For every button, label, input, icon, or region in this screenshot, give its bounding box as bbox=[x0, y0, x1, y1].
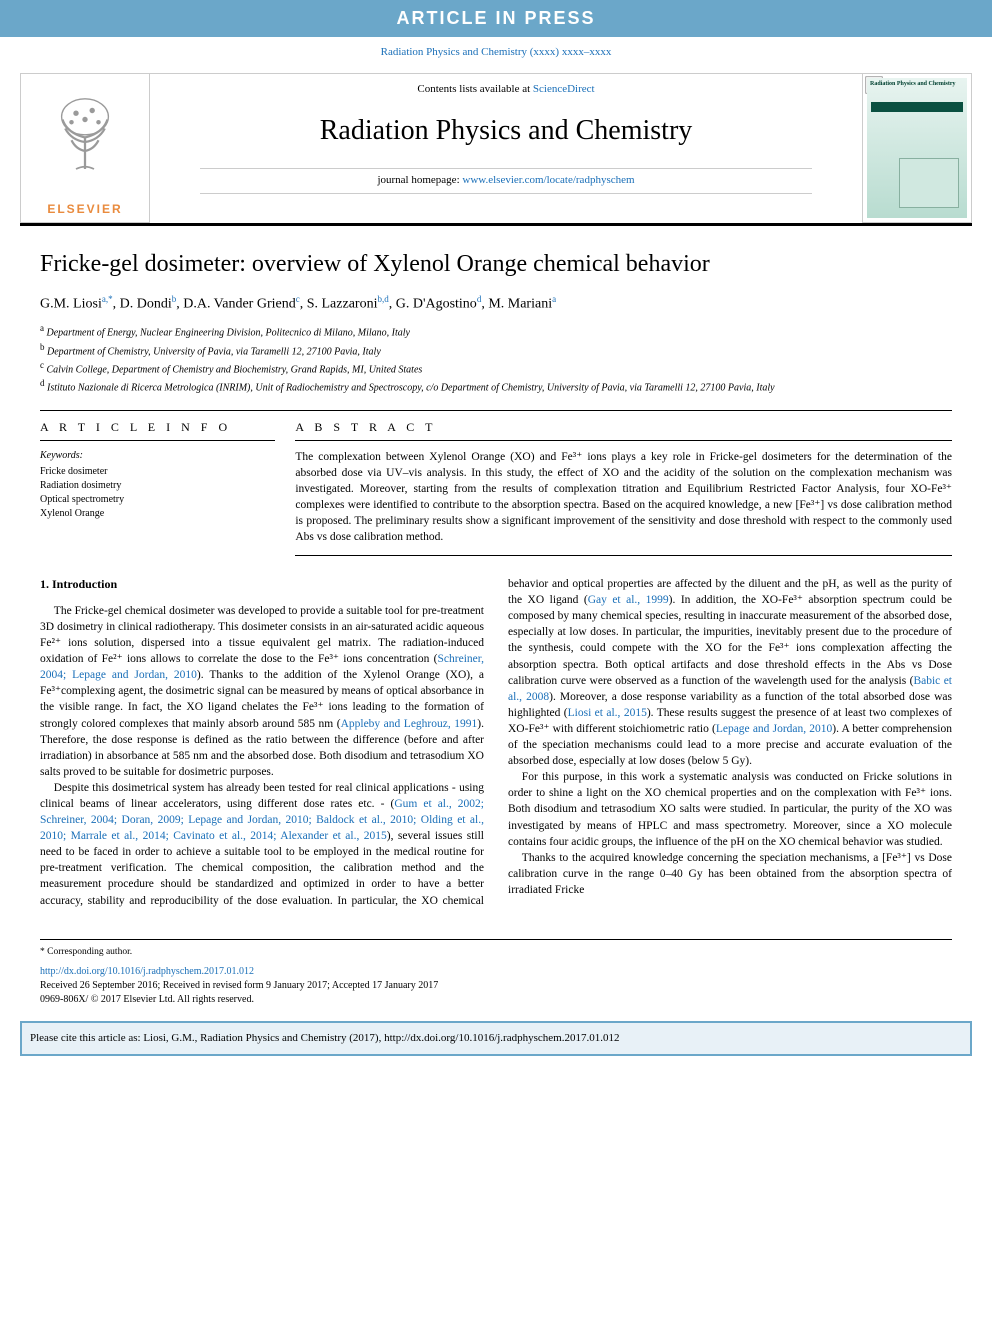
section-1-heading: 1. Introduction bbox=[40, 576, 484, 593]
affiliation-marker: a bbox=[40, 323, 44, 333]
author-affiliation-marker: a bbox=[552, 294, 556, 304]
elsevier-tree-icon bbox=[30, 78, 140, 188]
affiliation-marker: b bbox=[40, 342, 45, 352]
cite-this-article-box: Please cite this article as: Liosi, G.M.… bbox=[20, 1021, 972, 1056]
affiliation-marker: c bbox=[40, 360, 44, 370]
journal-ref-link[interactable]: Radiation Physics and Chemistry (xxxx) x… bbox=[381, 46, 612, 58]
section-1-para-1: The Fricke-gel chemical dosimeter was de… bbox=[40, 603, 484, 780]
homepage-prefix: journal homepage: bbox=[377, 174, 462, 186]
author-name: S. Lazzaroni bbox=[307, 297, 378, 312]
affiliation-marker: d bbox=[40, 378, 45, 388]
author-list: G.M. Liosia,*, D. Dondib, D.A. Vander Gr… bbox=[40, 293, 952, 314]
affiliations: a Department of Energy, Nuclear Engineer… bbox=[40, 322, 952, 395]
ref-appleby[interactable]: Appleby and Leghrouz, 1991 bbox=[341, 718, 478, 730]
author-name: D.A. Vander Griend bbox=[183, 297, 296, 312]
cover-thumb-title: Radiation Physics and Chemistry bbox=[867, 78, 967, 90]
journal-reference: Radiation Physics and Chemistry (xxxx) x… bbox=[0, 45, 992, 60]
keywords-list: Fricke dosimeterRadiation dosimetryOptic… bbox=[40, 465, 275, 521]
author-name: G.M. Liosi bbox=[40, 297, 102, 312]
author-affiliation-marker: d bbox=[477, 294, 482, 304]
keyword: Fricke dosimeter bbox=[40, 465, 275, 479]
cover-thumb-panel bbox=[899, 158, 959, 208]
p2-text-c: ). In addition, the XO-Fe³⁺ absorption s… bbox=[508, 594, 952, 686]
author-affiliation-marker: c bbox=[296, 294, 300, 304]
ref-lepage-2[interactable]: Lepage and Jordan, 2010 bbox=[716, 723, 832, 735]
author-name: G. D'Agostino bbox=[396, 297, 477, 312]
abstract-column: A B S T R A C T The complexation between… bbox=[295, 411, 952, 556]
masthead-center: Contents lists available at ScienceDirec… bbox=[150, 73, 862, 223]
author-name: D. Dondi bbox=[120, 297, 172, 312]
article-in-press-banner: ARTICLE IN PRESS bbox=[0, 0, 992, 37]
journal-cover-thumb: Radiation Physics and Chemistry bbox=[862, 73, 972, 223]
footer-block: * Corresponding author. http://dx.doi.or… bbox=[40, 939, 952, 1007]
author-affiliation-marker: a,* bbox=[102, 294, 113, 304]
article-info-column: A R T I C L E I N F O Keywords: Fricke d… bbox=[40, 411, 295, 556]
abstract-text: The complexation between Xylenol Orange … bbox=[295, 449, 952, 557]
affiliation-line: c Calvin College, Department of Chemistr… bbox=[40, 359, 952, 377]
section-1-para-3: For this purpose, in this work a systema… bbox=[508, 769, 952, 849]
contents-prefix: Contents lists available at bbox=[417, 83, 532, 95]
publisher-logo-box: ELSEVIER bbox=[20, 73, 150, 223]
ref-gay[interactable]: Gay et al., 1999 bbox=[588, 594, 669, 606]
author-name: M. Mariani bbox=[488, 297, 552, 312]
keyword: Optical spectrometry bbox=[40, 493, 275, 507]
keyword: Xylenol Orange bbox=[40, 507, 275, 521]
corresponding-author-note: * Corresponding author. bbox=[40, 946, 952, 959]
sciencedirect-link[interactable]: ScienceDirect bbox=[533, 83, 595, 95]
journal-homepage-line: journal homepage: www.elsevier.com/locat… bbox=[200, 168, 812, 193]
doi-link[interactable]: http://dx.doi.org/10.1016/j.radphyschem.… bbox=[40, 966, 254, 977]
section-1-para-4: Thanks to the acquired knowledge concern… bbox=[508, 850, 952, 898]
copyright-line: 0969-806X/ © 2017 Elsevier Ltd. All righ… bbox=[40, 993, 952, 1007]
cover-thumb-band bbox=[871, 102, 963, 112]
masthead: ELSEVIER Contents lists available at Sci… bbox=[20, 73, 972, 226]
cover-thumbnail: Radiation Physics and Chemistry bbox=[867, 78, 967, 218]
keywords-label: Keywords: bbox=[40, 449, 275, 463]
homepage-link[interactable]: www.elsevier.com/locate/radphyschem bbox=[462, 174, 634, 186]
article-history: Received 26 September 2016; Received in … bbox=[40, 979, 952, 993]
ref-liosi[interactable]: Liosi et al., 2015 bbox=[568, 707, 647, 719]
journal-title: Radiation Physics and Chemistry bbox=[160, 111, 852, 150]
p1-text-a: The Fricke-gel chemical dosimeter was de… bbox=[40, 605, 484, 665]
body-two-column: 1. Introduction The Fricke-gel chemical … bbox=[40, 576, 952, 909]
author-affiliation-marker: b bbox=[172, 294, 177, 304]
article-title: Fricke-gel dosimeter: overview of Xyleno… bbox=[40, 248, 952, 282]
author-affiliation-marker: b,d bbox=[377, 294, 388, 304]
affiliation-line: b Department of Chemistry, University of… bbox=[40, 341, 952, 359]
affiliation-line: d Istituto Nazionale di Ricerca Metrolog… bbox=[40, 377, 952, 395]
article-info-heading: A R T I C L E I N F O bbox=[40, 411, 275, 441]
keyword: Radiation dosimetry bbox=[40, 479, 275, 493]
affiliation-line: a Department of Energy, Nuclear Engineer… bbox=[40, 322, 952, 340]
contents-available-line: Contents lists available at ScienceDirec… bbox=[160, 82, 852, 97]
abstract-heading: A B S T R A C T bbox=[295, 411, 952, 441]
publisher-name: ELSEVIER bbox=[47, 201, 122, 218]
